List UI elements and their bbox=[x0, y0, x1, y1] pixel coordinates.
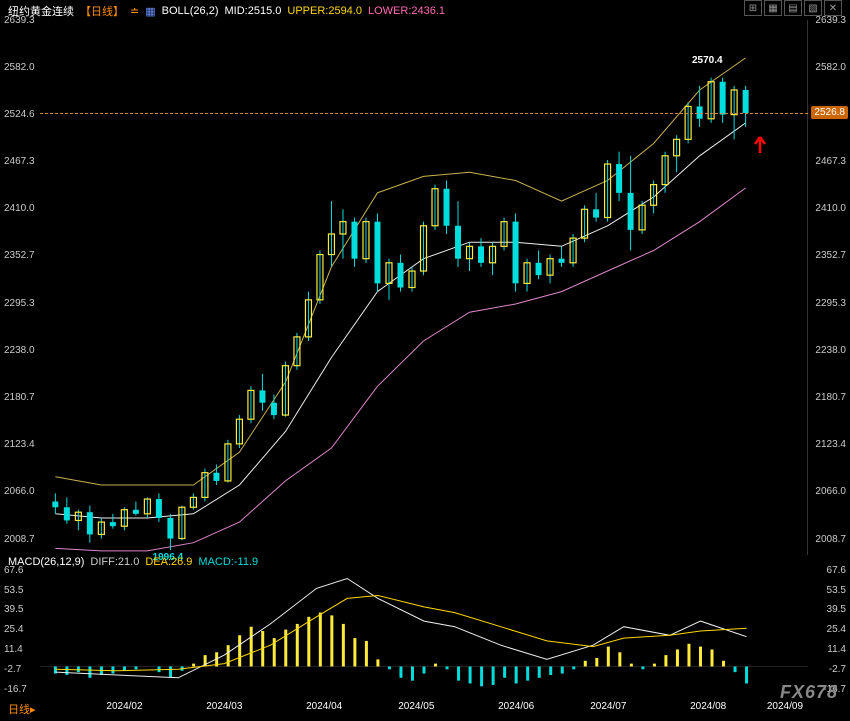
macd-y-tick: -16.7 bbox=[0, 684, 40, 695]
y-tick: 2238.0 bbox=[0, 345, 40, 356]
y-tick: 2582.0 bbox=[0, 62, 40, 73]
macd-y-axis-right: -16.7-2.711.425.439.553.567.6 bbox=[810, 570, 850, 692]
macd-y-tick: 25.4 bbox=[0, 624, 40, 635]
macd-y-tick: 39.5 bbox=[810, 604, 850, 615]
y-tick: 2180.7 bbox=[810, 392, 850, 403]
y-tick: 2008.7 bbox=[810, 534, 850, 545]
y-tick: 2410.0 bbox=[810, 203, 850, 214]
y-tick: 2066.0 bbox=[0, 486, 40, 497]
main-price-chart[interactable] bbox=[40, 20, 808, 555]
y-tick: 2008.7 bbox=[0, 534, 40, 545]
y-axis-right: 2008.7 2066.0 2123.4 2180.7 2238.0 2295.3 2352… bbox=[810, 20, 850, 555]
macd-y-tick: 67.6 bbox=[810, 565, 850, 576]
y-tick: 2180.7 bbox=[0, 392, 40, 403]
x-axis: 2024/02 2024/03 2024/04 2024/05 2024/06 2024/… bbox=[40, 701, 808, 715]
macd-dea: DEA:26.9 bbox=[145, 556, 192, 568]
macd-y-tick: 53.5 bbox=[810, 585, 850, 596]
x-tick: 2024/08 bbox=[690, 701, 726, 712]
macd-header: MACD(26,12,9) DIFF:21.0 DEA:26.9 MACD:-1… bbox=[8, 556, 258, 568]
y-tick: 2123.4 bbox=[810, 439, 850, 450]
plus-minus-icon[interactable]: ⊞ bbox=[744, 0, 762, 16]
grid-icon[interactable]: ▦ bbox=[764, 0, 782, 16]
boll-label: BOLL(26,2) bbox=[162, 5, 219, 17]
macd-y-axis-left: -16.7-2.711.425.439.553.567.6 bbox=[0, 570, 40, 692]
boll-upper: UPPER:2594.0 bbox=[287, 5, 362, 17]
y-tick: 2295.3 bbox=[0, 298, 40, 309]
y-tick: 2524.6 bbox=[0, 109, 40, 120]
high-annotation: 2570.4 bbox=[692, 55, 723, 66]
y-axis-left: 2008.7 2066.0 2123.4 2180.7 2238.0 2295.3 2352… bbox=[0, 20, 40, 555]
y-tick: 2352.7 bbox=[810, 250, 850, 261]
current-price-marker: 2526.8 bbox=[811, 106, 848, 119]
chart-container: 纽约黄金连续 【日线】 ≐ ▦ BOLL(26,2) MID:2515.0 UP… bbox=[0, 0, 850, 721]
current-price-line bbox=[40, 113, 808, 114]
arrow-annotation bbox=[750, 135, 770, 161]
macd-y-tick: 11.4 bbox=[0, 644, 40, 655]
x-tick: 2024/06 bbox=[498, 701, 534, 712]
y-tick: 2582.0 bbox=[810, 62, 850, 73]
x-tick: 2024/04 bbox=[306, 701, 342, 712]
macd-y-tick: 67.6 bbox=[0, 565, 40, 576]
macd-y-tick: 25.4 bbox=[810, 624, 850, 635]
y-tick: 2123.4 bbox=[0, 439, 40, 450]
macd-y-tick: -2.7 bbox=[810, 664, 850, 675]
macd-y-tick: 53.5 bbox=[0, 585, 40, 596]
y-tick: 2410.0 bbox=[0, 203, 40, 214]
macd-chart[interactable] bbox=[40, 570, 808, 692]
y-tick: 2066.0 bbox=[810, 486, 850, 497]
timeframe-footer[interactable]: 日线▸ bbox=[8, 701, 36, 717]
boll-mid: MID:2515.0 bbox=[225, 5, 282, 17]
boll-lower: LOWER:2436.1 bbox=[368, 5, 445, 17]
chart-header: 纽约黄金连续 【日线】 ≐ ▦ BOLL(26,2) MID:2515.0 UP… bbox=[8, 2, 842, 20]
y-tick: 2295.3 bbox=[810, 298, 850, 309]
eq-icon: ≐ bbox=[130, 5, 139, 18]
macd-y-tick: 11.4 bbox=[810, 644, 850, 655]
x-tick: 2024/02 bbox=[106, 701, 142, 712]
watermark: FX678 bbox=[780, 682, 838, 703]
y-tick: 2639.3 bbox=[810, 15, 850, 26]
x-tick: 2024/05 bbox=[398, 701, 434, 712]
y-tick: 2238.0 bbox=[810, 345, 850, 356]
macd-y-tick: 39.5 bbox=[0, 604, 40, 615]
period-label: 【日线】 bbox=[80, 3, 124, 19]
macd-diff: DIFF:21.0 bbox=[90, 556, 139, 568]
macd-value: MACD:-11.9 bbox=[198, 556, 258, 568]
indicator-marker: ▦ bbox=[145, 5, 155, 18]
x-tick: 2024/07 bbox=[590, 701, 626, 712]
x-tick: 2024/03 bbox=[206, 701, 242, 712]
y-tick: 2639.3 bbox=[0, 15, 40, 26]
y-tick: 2467.3 bbox=[0, 156, 40, 167]
grid2-icon[interactable]: ▤ bbox=[784, 0, 802, 16]
macd-y-tick: -2.7 bbox=[0, 664, 40, 675]
y-tick: 2352.7 bbox=[0, 250, 40, 261]
y-tick: 2467.3 bbox=[810, 156, 850, 167]
